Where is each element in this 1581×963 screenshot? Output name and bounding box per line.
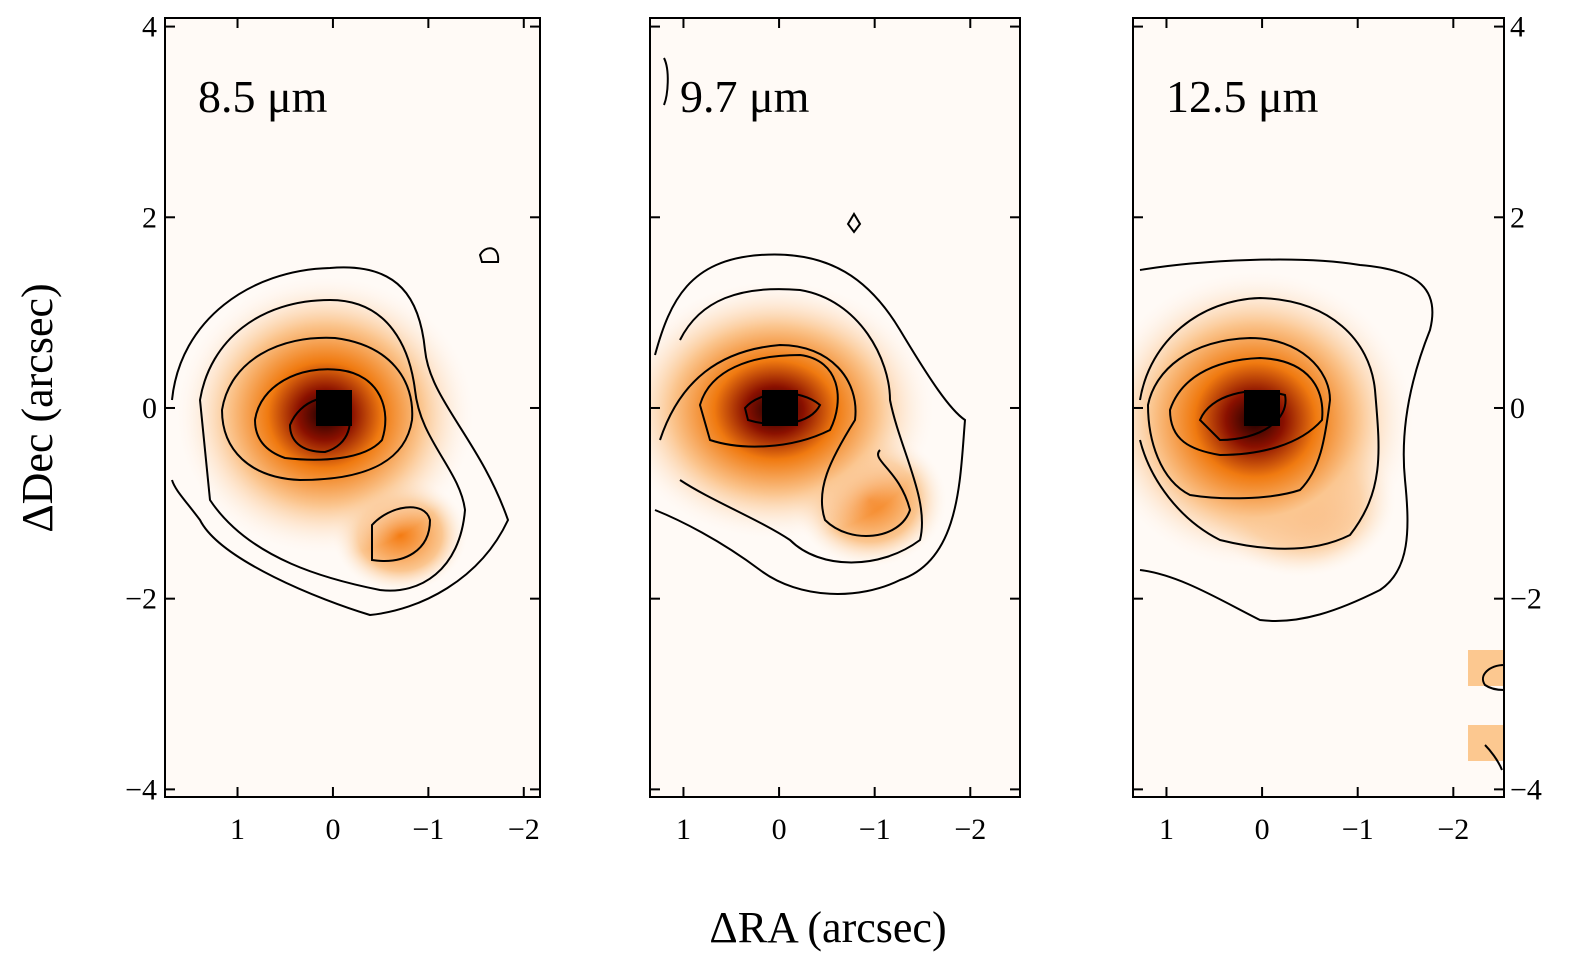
axes: 1 0 −1 −2 −4 −2 0 2 4 8.5 μm ΔDec (arcsec) 1 0 −1 −2 9.… (13, 11, 1542, 952)
x-tick-label: 1 (230, 813, 245, 846)
x-axis-label: ΔRA (arcsec) (709, 903, 946, 952)
y-tick-label: 0 (142, 392, 157, 425)
x-tick-label: −1 (859, 813, 891, 846)
image-panel-3 (1133, 18, 1504, 797)
y-tick-label: −2 (125, 583, 157, 616)
y-axis-label: ΔDec (arcsec) (13, 283, 62, 532)
y-tick-label: 2 (1510, 201, 1525, 234)
panel-title: 12.5 μm (1166, 71, 1319, 122)
y-tick-label: 4 (1510, 11, 1525, 44)
y-tick-label: 0 (1510, 392, 1525, 425)
y-tick-label: −2 (1510, 583, 1542, 616)
x-tick-label: 0 (1255, 813, 1270, 846)
x-tick-label: 0 (772, 813, 787, 846)
x-tick-label: −1 (412, 813, 444, 846)
x-tick-label: −2 (954, 813, 986, 846)
image-panel-2 (650, 18, 1020, 797)
y-tick-label: 2 (142, 201, 157, 234)
x-tick-label: −2 (508, 813, 540, 846)
x-tick-label: 0 (325, 813, 340, 846)
x-tick-label: 1 (1159, 813, 1174, 846)
panel-title: 8.5 μm (198, 71, 328, 122)
y-tick-label: −4 (125, 773, 157, 806)
panel-title: 9.7 μm (680, 71, 810, 122)
x-tick-label: −2 (1437, 813, 1469, 846)
image-panel-1 (165, 18, 540, 797)
y-tick-label: 4 (142, 11, 157, 44)
y-tick-label: −4 (1510, 773, 1542, 806)
x-tick-label: 1 (676, 813, 691, 846)
x-tick-label: −1 (1342, 813, 1374, 846)
